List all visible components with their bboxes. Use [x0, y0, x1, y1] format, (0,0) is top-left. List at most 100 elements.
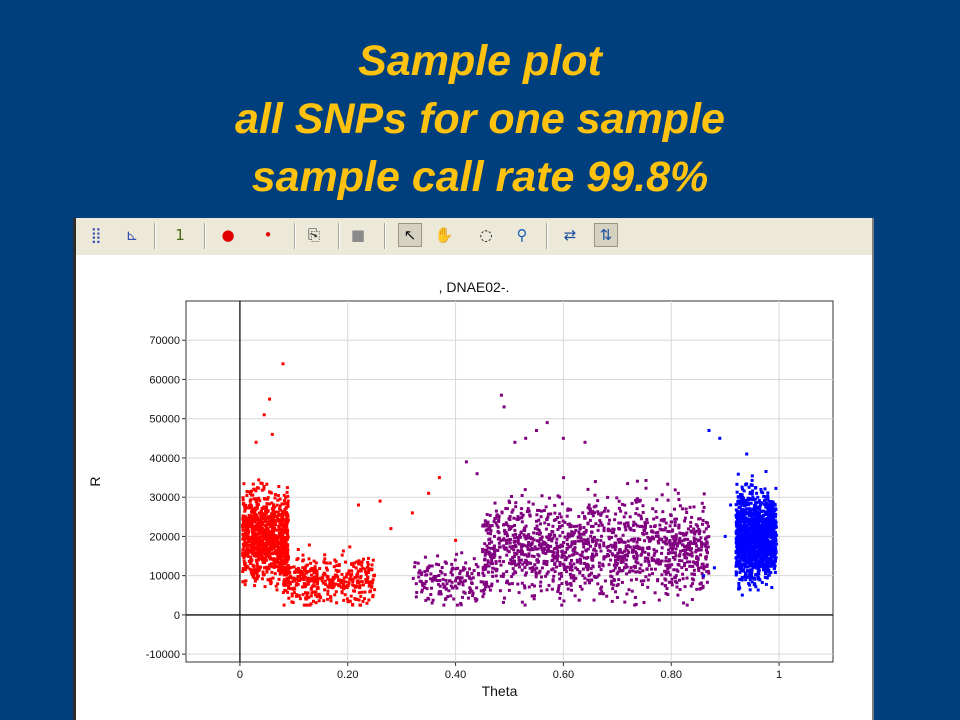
data-point [494, 509, 498, 513]
large-dot-icon[interactable]: ● [221, 226, 235, 244]
data-point [576, 535, 580, 539]
data-point [308, 569, 311, 573]
data-point [588, 518, 592, 522]
data-point [626, 544, 630, 548]
data-point [431, 598, 435, 602]
data-point [444, 578, 448, 582]
histogram-icon[interactable]: ⊾ [125, 226, 139, 244]
data-point [524, 524, 528, 528]
data-point [656, 558, 660, 562]
data-point [283, 539, 287, 543]
scatter-plot[interactable]: 0 0.20 0.40 0.60 0.80 1-100000100002000030000… [76, 218, 872, 720]
data-point [286, 518, 290, 522]
data-point [696, 548, 700, 552]
data-point [572, 524, 576, 528]
data-point [738, 517, 742, 521]
data-point [485, 513, 489, 516]
small-dot-icon[interactable]: • [263, 226, 273, 244]
data-point [321, 576, 325, 580]
data-point [494, 569, 498, 573]
data-point [553, 561, 557, 565]
data-point [633, 537, 636, 541]
vertical-scale-icon[interactable]: ⇅ [594, 223, 618, 247]
magnifier-icon[interactable]: ⚲ [516, 226, 528, 244]
data-point [264, 565, 268, 569]
data-point [362, 583, 365, 587]
data-point [584, 530, 588, 534]
data-point [442, 603, 446, 607]
data-point [740, 563, 744, 567]
data-point [704, 555, 708, 559]
data-point [282, 551, 286, 555]
data-point [505, 570, 509, 574]
data-point [523, 586, 527, 590]
pointer-icon[interactable]: ↖ [398, 223, 422, 247]
data-point [302, 585, 306, 589]
horizontal-scale-icon[interactable]: ⇄ [563, 226, 577, 244]
data-point [672, 556, 675, 559]
data-point [571, 575, 575, 579]
data-point [689, 529, 693, 533]
scatter-plot-icon[interactable]: ⣿ [90, 226, 102, 244]
gray-square-icon[interactable]: ■ [350, 226, 366, 244]
data-point [614, 534, 618, 538]
data-point [253, 536, 257, 540]
data-point [257, 478, 261, 482]
data-point [523, 529, 527, 532]
hand-icon[interactable]: ✋ [434, 226, 454, 244]
data-point [745, 548, 749, 552]
data-point [276, 560, 280, 563]
data-point [296, 557, 300, 561]
data-point [564, 580, 568, 584]
data-point [258, 557, 262, 561]
data-point [517, 555, 521, 559]
data-point [281, 571, 285, 575]
data-point [609, 543, 613, 547]
data-point [326, 589, 330, 593]
data-point [258, 499, 262, 503]
data-point [677, 524, 681, 528]
one-icon[interactable]: 1 [175, 226, 185, 244]
data-point [524, 553, 528, 557]
data-point [244, 516, 248, 520]
data-point [683, 516, 687, 520]
data-point [249, 522, 253, 526]
data-point [275, 519, 279, 523]
data-point [276, 494, 280, 497]
data-point [268, 539, 272, 543]
data-point [626, 539, 630, 543]
data-point [520, 600, 524, 604]
data-point [268, 490, 272, 494]
data-point [767, 543, 771, 547]
data-point [262, 413, 266, 417]
data-point [270, 570, 274, 574]
data-point [744, 565, 748, 569]
series-2 [702, 429, 778, 597]
data-point [652, 553, 656, 557]
data-point [668, 543, 672, 547]
data-point [656, 578, 660, 582]
data-point [579, 536, 583, 540]
lasso-icon[interactable]: ◌ [479, 226, 493, 244]
data-point [527, 536, 531, 540]
data-point [762, 554, 766, 558]
data-point [540, 494, 544, 498]
data-point [484, 580, 488, 584]
data-point [595, 538, 599, 542]
data-point [246, 525, 250, 528]
data-point [565, 514, 569, 518]
data-point [290, 592, 294, 596]
data-point [600, 511, 604, 515]
data-point [266, 578, 270, 582]
data-point [290, 576, 294, 580]
data-point [737, 563, 741, 566]
data-point [589, 544, 592, 548]
data-point [335, 601, 339, 605]
data-point [759, 523, 763, 527]
copy-icon[interactable]: ⎘ [307, 226, 320, 244]
data-point [676, 544, 679, 548]
data-point [298, 579, 302, 582]
data-point [624, 553, 627, 557]
data-point [666, 593, 670, 596]
data-point [344, 560, 347, 564]
